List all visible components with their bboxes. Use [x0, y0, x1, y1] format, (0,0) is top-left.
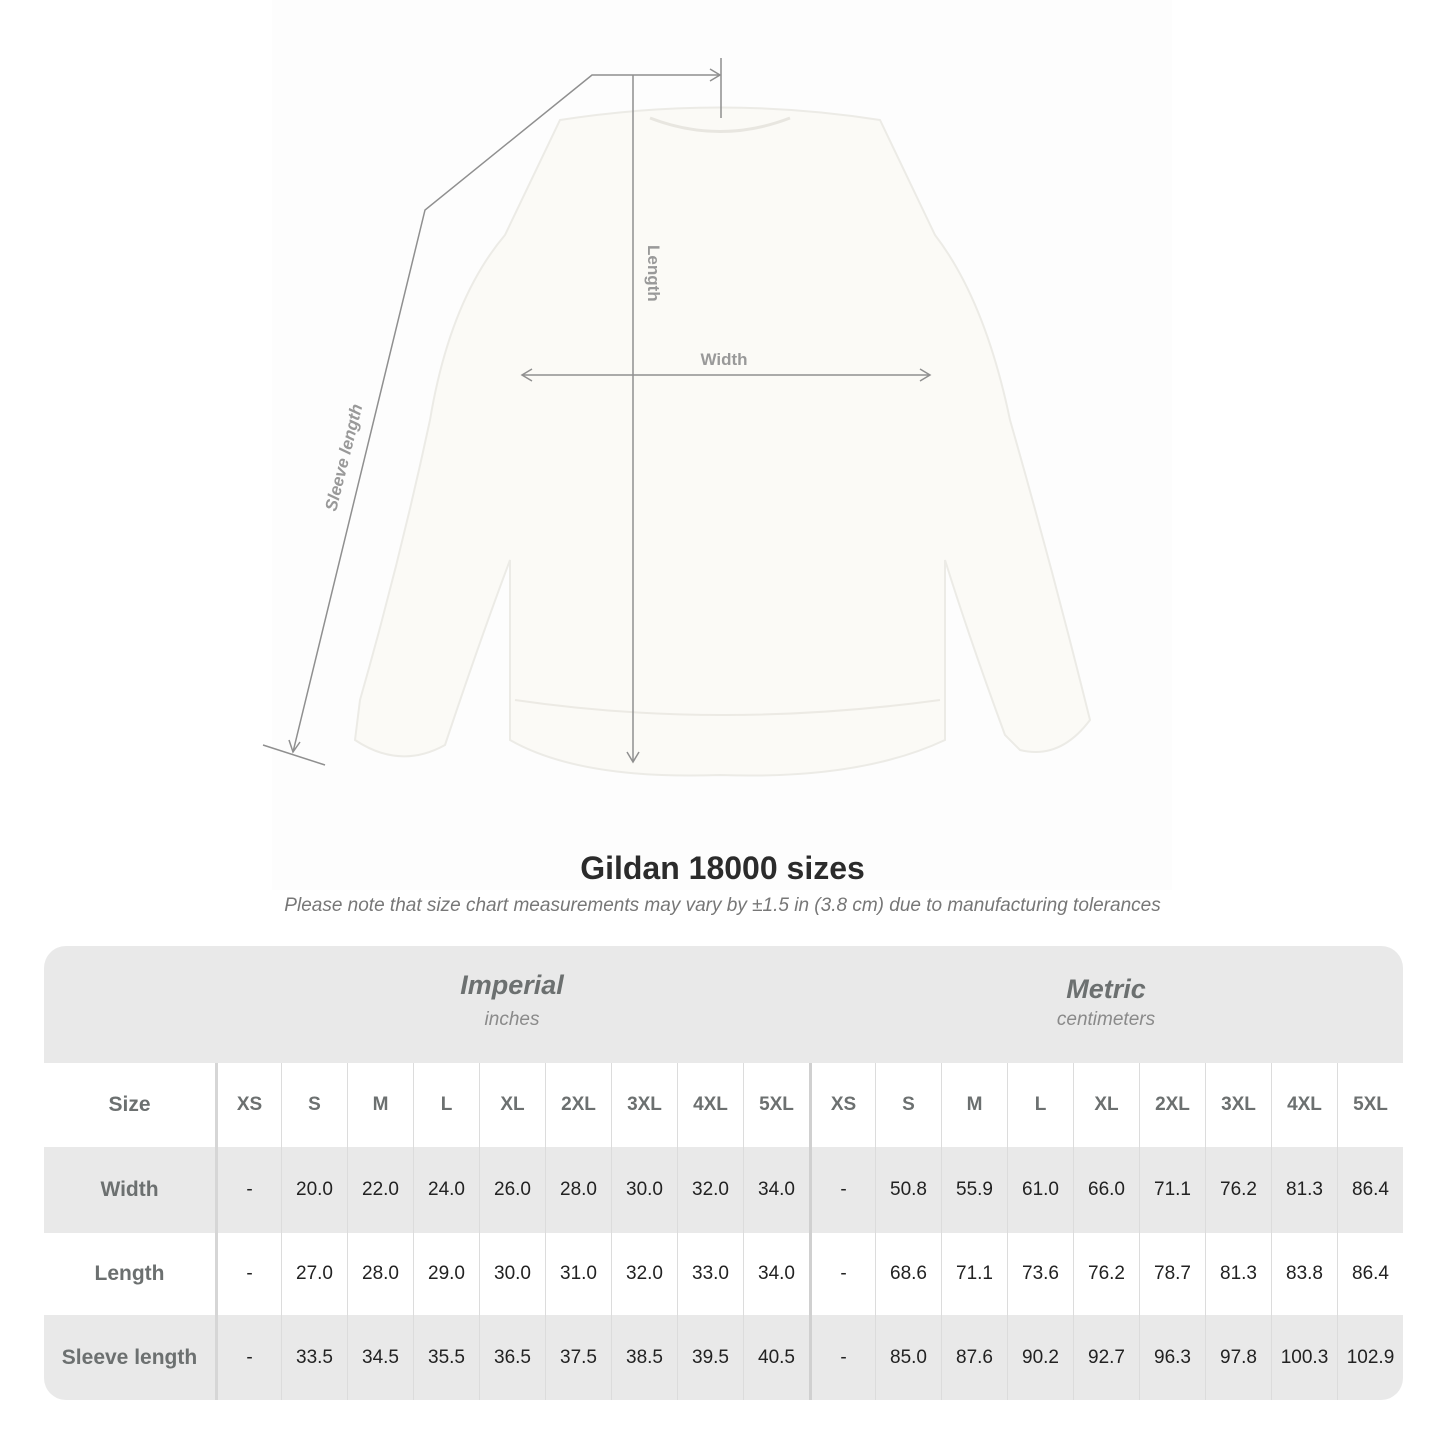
- metric-title: Metric: [1066, 974, 1146, 1004]
- value-cell: 85.0: [875, 1315, 941, 1400]
- value-cell: -: [215, 1233, 281, 1315]
- value-cell: 96.3: [1139, 1315, 1205, 1400]
- value-cell: 83.8: [1271, 1233, 1337, 1315]
- value-cell: 100.3: [1271, 1315, 1337, 1400]
- size-header-cell: 4XL: [677, 1063, 743, 1147]
- imperial-header: Imperial inches: [215, 946, 809, 1063]
- value-cell: -: [809, 1315, 875, 1400]
- row-label: Size: [108, 1093, 151, 1116]
- value-cell: 34.0: [743, 1147, 809, 1233]
- size-header-cell: 3XL: [1205, 1063, 1271, 1147]
- value-cell: 31.0: [545, 1233, 611, 1315]
- table-row: Length -27.0 28.0 29.0 30.0 31.0 32.0 33.0 34.0-…: [44, 1233, 1403, 1315]
- size-header-cell: XL: [479, 1063, 545, 1147]
- value-cell: 50.8: [875, 1147, 941, 1233]
- size-header-cell: 3XL: [611, 1063, 677, 1147]
- size-header-cell: S: [875, 1063, 941, 1147]
- size-header-cell: XS: [809, 1063, 875, 1147]
- chart-title: Gildan 18000 sizes: [580, 850, 865, 886]
- value-cell: 29.0: [413, 1233, 479, 1315]
- row-label: Sleeve length: [61, 1345, 198, 1369]
- value-cell: -: [215, 1315, 281, 1400]
- value-cell: 34.5: [347, 1315, 413, 1400]
- value-cell: 87.6: [941, 1315, 1007, 1400]
- value-cell: 39.5: [677, 1315, 743, 1400]
- sweatshirt-image: [353, 106, 1092, 777]
- size-header-cell: M: [347, 1063, 413, 1147]
- value-cell: 76.2: [1205, 1147, 1271, 1233]
- imperial-unit: inches: [484, 1009, 540, 1030]
- value-cell: 33.0: [677, 1233, 743, 1315]
- value-cell: 32.0: [611, 1233, 677, 1315]
- value-cell: -: [215, 1147, 281, 1233]
- value-cell: 27.0: [281, 1233, 347, 1315]
- size-header-cell: XL: [1073, 1063, 1139, 1147]
- size-table: Imperial inches Metric centimeters Size X…: [44, 946, 1403, 1400]
- value-cell: 34.0: [743, 1233, 809, 1315]
- size-header-cell: 5XL: [743, 1063, 809, 1147]
- size-header-cell: XS: [215, 1063, 281, 1147]
- value-cell: 26.0: [479, 1147, 545, 1233]
- value-cell: 68.6: [875, 1233, 941, 1315]
- value-cell: 97.8: [1205, 1315, 1271, 1400]
- size-header-cell: L: [1007, 1063, 1073, 1147]
- value-cell: 71.1: [941, 1233, 1007, 1315]
- size-header-cell: 5XL: [1337, 1063, 1403, 1147]
- value-cell: 81.3: [1205, 1233, 1271, 1315]
- value-cell: 37.5: [545, 1315, 611, 1400]
- size-header-cell: 4XL: [1271, 1063, 1337, 1147]
- value-cell: 71.1: [1139, 1147, 1205, 1233]
- value-cell: 76.2: [1073, 1233, 1139, 1315]
- value-cell: 78.7: [1139, 1233, 1205, 1315]
- value-cell: 24.0: [413, 1147, 479, 1233]
- value-cell: 66.0: [1073, 1147, 1139, 1233]
- value-cell: 86.4: [1337, 1147, 1403, 1233]
- metric-header: Metric centimeters: [809, 946, 1403, 1063]
- value-cell: 30.0: [479, 1233, 545, 1315]
- size-header-cell: S: [281, 1063, 347, 1147]
- row-label: Length: [94, 1262, 165, 1285]
- value-cell: 81.3: [1271, 1147, 1337, 1233]
- value-cell: 86.4: [1337, 1233, 1403, 1315]
- table-header-band: [44, 946, 1403, 1063]
- width-label: Width: [700, 350, 747, 369]
- sweatshirt-diagram: Length Width Sleeve length: [262, 58, 1092, 777]
- value-cell: 35.5: [413, 1315, 479, 1400]
- table-row: Sleeve length -33.5 34.5 35.5 36.5 37.5 38.5 39…: [44, 1315, 1403, 1400]
- size-header-cell: M: [941, 1063, 1007, 1147]
- value-cell: 73.6: [1007, 1233, 1073, 1315]
- measurement-lines: [262, 58, 932, 766]
- value-cell: 36.5: [479, 1315, 545, 1400]
- tolerance-note: Please note that size chart measurements…: [284, 895, 1161, 916]
- metric-unit: centimeters: [1056, 1009, 1156, 1030]
- imperial-title: Imperial: [460, 970, 564, 1000]
- size-header-cell: 2XL: [545, 1063, 611, 1147]
- value-cell: 38.5: [611, 1315, 677, 1400]
- length-label: Length: [644, 245, 663, 302]
- size-header-cell: 2XL: [1139, 1063, 1205, 1147]
- value-cell: 92.7: [1073, 1315, 1139, 1400]
- value-cell: 90.2: [1007, 1315, 1073, 1400]
- table-row: Width -20.0 22.0 24.0 26.0 28.0 30.0 32.0 34.0-5…: [44, 1147, 1403, 1233]
- value-cell: -: [809, 1147, 875, 1233]
- value-cell: 32.0: [677, 1147, 743, 1233]
- size-header-row: Size XS S M L XL 2XL 3XL 4XL 5XL XS S M L XL 2XL 3XL 4XL 5…: [44, 1063, 1403, 1147]
- value-cell: 102.9: [1337, 1315, 1403, 1400]
- value-cell: 40.5: [743, 1315, 809, 1400]
- value-cell: 30.0: [611, 1147, 677, 1233]
- value-cell: 28.0: [347, 1233, 413, 1315]
- value-cell: 61.0: [1007, 1147, 1073, 1233]
- value-cell: 28.0: [545, 1147, 611, 1233]
- value-cell: 55.9: [941, 1147, 1007, 1233]
- value-cell: -: [809, 1233, 875, 1315]
- size-header-cell: L: [413, 1063, 479, 1147]
- value-cell: 20.0: [281, 1147, 347, 1233]
- row-label: Width: [100, 1178, 159, 1201]
- value-cell: 33.5: [281, 1315, 347, 1400]
- value-cell: 22.0: [347, 1147, 413, 1233]
